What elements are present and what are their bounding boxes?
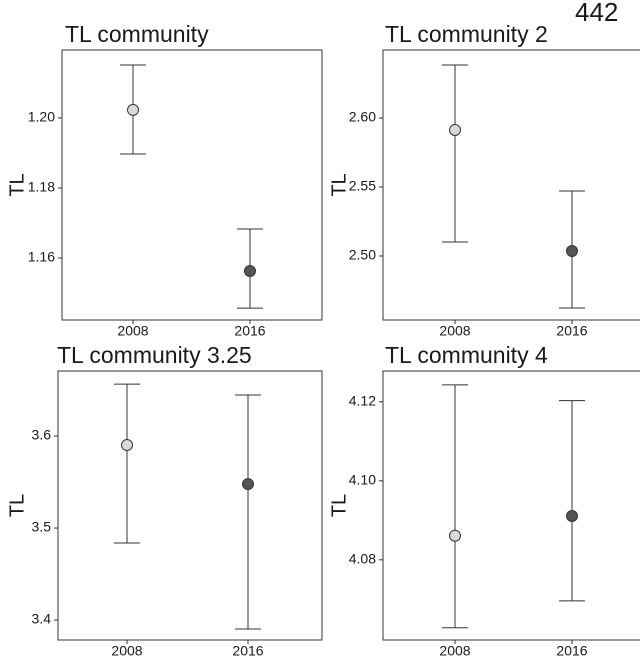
page-label: 442 (575, 0, 618, 27)
x-tick-label: 2016 (556, 643, 587, 658)
chart-title: TL community (65, 21, 209, 47)
plot-frame (61, 49, 323, 321)
x-tick-label: 2016 (556, 323, 587, 339)
point (566, 509, 578, 522)
y-tick-label: 1.16 (28, 249, 55, 265)
plot-frame (382, 49, 640, 321)
point (121, 439, 133, 452)
x-tick-label: 2008 (439, 643, 470, 658)
y-tick-label: 2.60 (349, 109, 376, 125)
y-tick-label: 3.5 (32, 519, 52, 535)
point (449, 529, 461, 542)
chart-title: TL community 4 (385, 342, 548, 368)
chart-title: TL community 3.25 (57, 342, 252, 368)
x-tick-label: 2016 (234, 323, 265, 339)
y-tick-label: 4.08 (349, 551, 376, 567)
point (566, 245, 578, 258)
y-tick-label: 3.4 (32, 611, 52, 627)
y-axis-label: TL (328, 173, 350, 196)
y-axis-label: TL (6, 173, 28, 196)
chart-title: TL community 2 (385, 21, 548, 47)
x-tick-label: 2008 (117, 323, 148, 339)
y-tick-label: 4.10 (349, 472, 376, 488)
y-tick-label: 3.6 (32, 427, 52, 443)
point (449, 124, 461, 137)
plot-frame (57, 370, 323, 641)
plot-frame (382, 370, 640, 641)
y-tick-label: 4.12 (349, 393, 376, 409)
y-tick-label: 1.20 (28, 109, 55, 125)
y-axis-label: TL (328, 494, 350, 517)
x-tick-label: 2008 (439, 323, 470, 339)
x-tick-label: 2008 (111, 643, 142, 658)
y-tick-label: 2.55 (349, 178, 376, 194)
point (244, 264, 256, 277)
y-tick-label: 2.50 (349, 247, 376, 263)
point (242, 478, 254, 491)
x-tick-label: 2016 (232, 643, 263, 658)
y-tick-label: 1.18 (28, 179, 55, 195)
point (127, 103, 139, 116)
y-axis-label: TL (6, 494, 28, 517)
